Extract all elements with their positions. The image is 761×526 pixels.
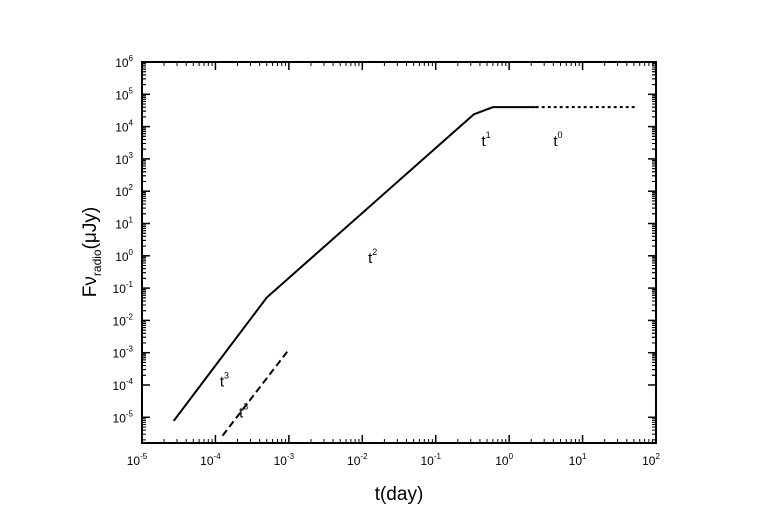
y-tick-label: 103	[115, 151, 133, 167]
x-tick-label: 100	[495, 452, 513, 468]
x-tick-label: 102	[642, 452, 660, 468]
annotations-layer: t1 t0 t2 t3 t3	[220, 130, 563, 422]
x-tick-label: 10-1	[420, 452, 441, 468]
slope-annotation: t3	[220, 370, 229, 390]
series-layer	[172, 106, 637, 437]
y-tick-label: 10-2	[113, 312, 134, 328]
y-tick-label: 10-5	[113, 409, 134, 425]
y-tick-label: 10-1	[113, 280, 134, 296]
slope-annotation: t2	[368, 247, 377, 267]
series-line-solid	[172, 106, 536, 422]
x-axis-title: t(day)	[375, 484, 424, 505]
y-tick-label: 105	[115, 86, 133, 102]
plot-frame	[141, 61, 657, 444]
slope-annotation: t0	[553, 130, 562, 150]
y-tick-label: 106	[115, 54, 133, 70]
y-tick-label: 10-4	[113, 377, 134, 393]
y-tick-label: 102	[115, 183, 133, 199]
y-tick-label: 101	[115, 215, 133, 231]
y-axis-title-subscript: radio	[90, 249, 104, 276]
x-tick-label: 10-5	[127, 452, 148, 468]
y-tick-label: 100	[115, 248, 133, 264]
series-line-dashed	[221, 348, 290, 437]
x-tick-label: 10-3	[274, 452, 295, 468]
y-tick-label: 104	[115, 119, 133, 135]
slope-annotation: t3	[239, 402, 248, 422]
y-axis-title-main: Fν	[80, 276, 101, 297]
y-tick-label: 10-3	[113, 345, 134, 361]
ticks: 10-5 10-4 10-3 10-2 10-1 100 101 102 10-5 10-4 10-…	[113, 54, 661, 468]
x-tick-label: 10-2	[347, 452, 368, 468]
y-axis-title-unit: (μJy)	[80, 207, 101, 250]
x-tick-label: 10-4	[200, 452, 221, 468]
slope-annotation: t1	[481, 130, 490, 150]
x-tick-label: 101	[569, 452, 587, 468]
y-axis-title: Fνradio(μJy)	[80, 207, 104, 297]
